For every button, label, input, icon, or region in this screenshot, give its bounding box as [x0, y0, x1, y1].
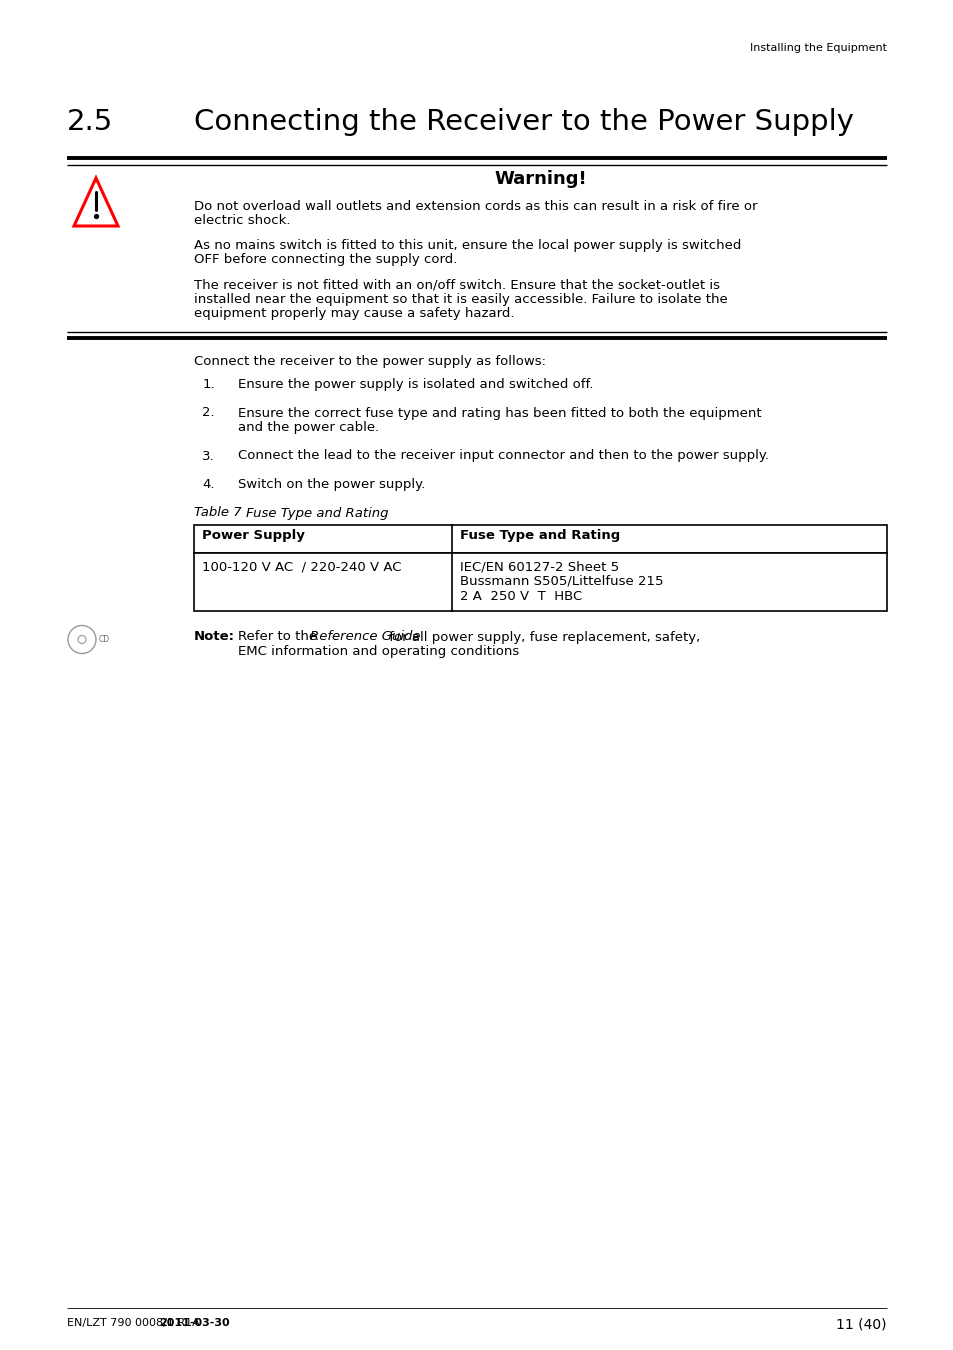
Text: Connecting the Receiver to the Power Supply: Connecting the Receiver to the Power Sup…: [193, 108, 853, 136]
Text: 2 A  250 V  T  HBC: 2 A 250 V T HBC: [459, 590, 581, 602]
Text: Table 7: Table 7: [193, 506, 241, 520]
Text: Reference Guide: Reference Guide: [310, 630, 420, 644]
Text: Power Supply: Power Supply: [202, 529, 305, 543]
Text: and the power cable.: and the power cable.: [237, 421, 379, 433]
Text: CD: CD: [99, 634, 110, 644]
Text: 2.: 2.: [202, 406, 214, 420]
Text: 100-120 V AC  / 220-240 V AC: 100-120 V AC / 220-240 V AC: [202, 560, 401, 574]
Text: 2.5: 2.5: [67, 108, 113, 136]
Text: electric shock.: electric shock.: [193, 215, 291, 228]
Text: OFF before connecting the supply cord.: OFF before connecting the supply cord.: [193, 254, 456, 266]
FancyBboxPatch shape: [193, 552, 886, 610]
Text: Fuse Type and Rating: Fuse Type and Rating: [246, 506, 388, 520]
Text: Note:: Note:: [193, 630, 234, 644]
Text: 4.: 4.: [202, 478, 214, 491]
Text: Switch on the power supply.: Switch on the power supply.: [237, 478, 425, 491]
Text: Warning!: Warning!: [494, 170, 586, 188]
Text: Ensure the correct fuse type and rating has been fitted to both the equipment: Ensure the correct fuse type and rating …: [237, 406, 760, 420]
Text: EN/LZT 790 0008/1 R1A: EN/LZT 790 0008/1 R1A: [67, 1318, 203, 1328]
Text: Do not overload wall outlets and extension cords as this can result in a risk of: Do not overload wall outlets and extensi…: [193, 200, 757, 213]
Text: 2011-03-30: 2011-03-30: [159, 1318, 230, 1328]
Text: 1.: 1.: [202, 378, 214, 392]
Text: Installing the Equipment: Installing the Equipment: [749, 43, 886, 53]
Text: 11 (40): 11 (40): [836, 1318, 886, 1332]
Text: equipment properly may cause a safety hazard.: equipment properly may cause a safety ha…: [193, 306, 514, 320]
Text: Connect the receiver to the power supply as follows:: Connect the receiver to the power supply…: [193, 355, 545, 369]
Text: Fuse Type and Rating: Fuse Type and Rating: [459, 529, 619, 543]
Text: IEC/EN 60127-2 Sheet 5: IEC/EN 60127-2 Sheet 5: [459, 560, 618, 574]
Text: Connect the lead to the receiver input connector and then to the power supply.: Connect the lead to the receiver input c…: [237, 450, 768, 463]
Text: EMC information and operating conditions: EMC information and operating conditions: [237, 645, 518, 657]
FancyBboxPatch shape: [193, 525, 886, 552]
Text: As no mains switch is fitted to this unit, ensure the local power supply is swit: As no mains switch is fitted to this uni…: [193, 239, 740, 252]
Text: 3.: 3.: [202, 450, 214, 463]
Text: Refer to the: Refer to the: [237, 630, 321, 644]
Text: The receiver is not fitted with an on/off switch. Ensure that the socket-outlet : The receiver is not fitted with an on/of…: [193, 278, 720, 292]
Text: for all power supply, fuse replacement, safety,: for all power supply, fuse replacement, …: [385, 630, 700, 644]
Text: Ensure the power supply is isolated and switched off.: Ensure the power supply is isolated and …: [237, 378, 593, 392]
Text: installed near the equipment so that it is easily accessible. Failure to isolate: installed near the equipment so that it …: [193, 293, 727, 305]
Text: Bussmann S505/Littelfuse 215: Bussmann S505/Littelfuse 215: [459, 575, 662, 589]
